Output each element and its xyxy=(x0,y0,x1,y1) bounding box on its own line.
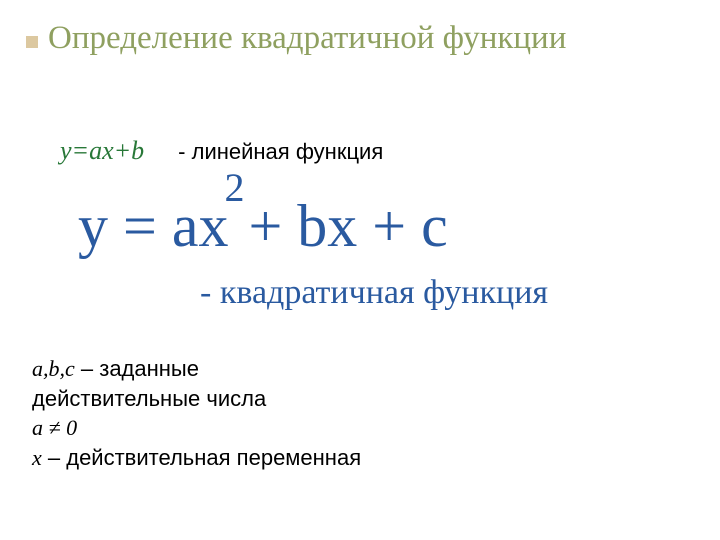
quadratic-formula-part1: у = ах xyxy=(78,193,228,259)
note-line-1: a,b,c – заданные xyxy=(32,354,361,384)
note-abc: a,b,c xyxy=(32,356,75,381)
linear-label: - линейная функция xyxy=(178,139,383,165)
linear-function-row: y=ax+b - линейная функция xyxy=(60,136,383,166)
quadratic-formula-part2: + bх + с xyxy=(248,193,447,259)
quadratic-formula: у = ах2+ bх + с xyxy=(78,188,448,261)
linear-formula: y=ax+b xyxy=(60,136,144,166)
note-line-4: x – действительная переменная xyxy=(32,443,361,473)
note-line-2: действительные числа xyxy=(32,384,361,414)
note-line-3: a ≠ 0 xyxy=(32,413,361,443)
page-title: Определение квадратичной функции xyxy=(48,20,566,57)
note-line1-rest: – заданные xyxy=(75,356,199,381)
title-bullet xyxy=(26,36,38,48)
quadratic-exponent: 2 xyxy=(224,165,244,210)
notes-block: a,b,c – заданные действительные числа a … xyxy=(32,354,361,473)
quadratic-label: - квадратичная функция xyxy=(200,274,548,312)
note-x: x xyxy=(32,445,42,470)
note-line4-rest: – действительная переменная xyxy=(42,445,361,470)
